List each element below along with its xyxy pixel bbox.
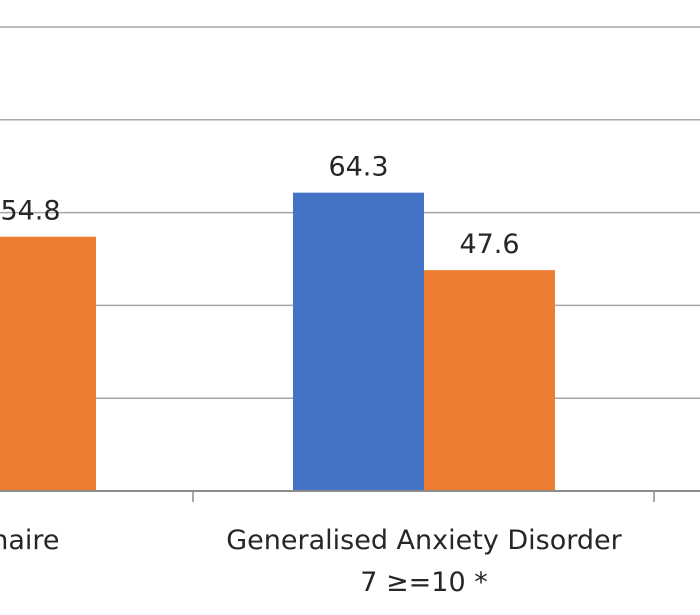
bars (0, 192, 555, 491)
data-label: 64.3 (328, 152, 388, 183)
bar (424, 270, 555, 491)
category-labels: Questionnaire0 ‡Generalised Anxiety Diso… (0, 525, 623, 598)
bar (293, 192, 424, 491)
category-label: 7 ≥=10 * (360, 567, 487, 598)
bar (0, 236, 96, 491)
category-label: Generalised Anxiety Disorder (226, 525, 622, 556)
data-label: 47.6 (459, 229, 519, 260)
data-labels: 64.3 54.8 47.6 (0, 152, 519, 260)
data-label: 54.8 (0, 196, 60, 227)
category-label: Questionnaire (0, 525, 60, 556)
